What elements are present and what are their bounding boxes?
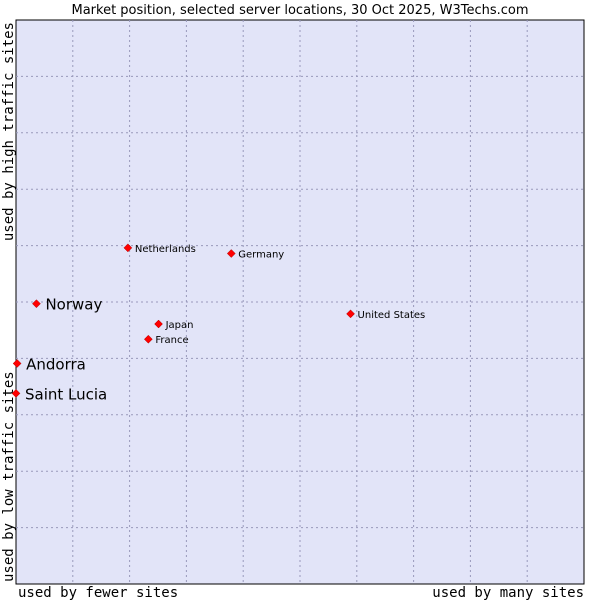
point-marker-saint-lucia xyxy=(11,389,21,398)
point-marker-germany xyxy=(226,249,236,258)
point-marker-united-states xyxy=(346,309,355,319)
point-marker-norway xyxy=(32,299,41,309)
point-label-germany: Germany xyxy=(238,249,284,260)
grid-lines xyxy=(16,20,584,584)
data-points: Netherlands Germany Norway United States Jap… xyxy=(11,243,426,403)
point-marker-andorra xyxy=(12,359,22,368)
chart-title: Market position, selected server locatio… xyxy=(71,3,528,18)
y-axis-label-bottom: used by low traffic sites xyxy=(1,371,17,582)
point-label-norway: Norway xyxy=(45,296,102,314)
point-marker-france xyxy=(143,334,153,344)
point-label-france: France xyxy=(155,335,188,346)
y-axis-label-top: used by high traffic sites xyxy=(1,22,17,241)
point-label-united-states: United States xyxy=(358,310,426,321)
point-marker-japan xyxy=(154,319,163,329)
point-label-netherlands: Netherlands xyxy=(135,244,196,255)
x-axis-label-right: used by many sites xyxy=(432,585,584,600)
point-label-japan: Japan xyxy=(165,320,194,331)
x-axis-label-left: used by fewer sites xyxy=(18,585,178,600)
point-label-andorra: Andorra xyxy=(26,355,86,373)
point-label-saint-lucia: Saint Lucia xyxy=(25,385,107,403)
point-marker-netherlands xyxy=(123,243,133,253)
